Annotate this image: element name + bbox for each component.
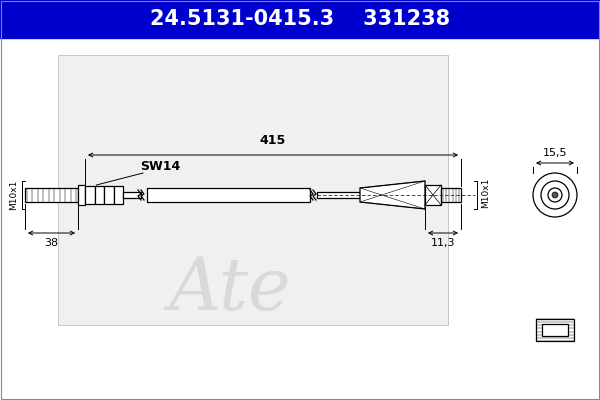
Bar [85, 186, 95, 204]
Bar [441, 188, 461, 202]
Bar [0, 0, 600, 38]
Text: 15,5: 15,5 [543, 148, 567, 158]
Text: SW14: SW14 [140, 160, 180, 174]
Bar [425, 185, 441, 205]
Text: M10x1: M10x1 [10, 180, 19, 210]
Text: Ate: Ate [169, 255, 292, 325]
Bar [25, 188, 78, 202]
Circle shape [548, 188, 562, 202]
Text: 38: 38 [44, 238, 59, 248]
Text: 24.5131-0415.3    331238: 24.5131-0415.3 331238 [150, 9, 450, 29]
Bar [536, 319, 574, 341]
Bar [95, 186, 104, 204]
Text: 415: 415 [260, 134, 286, 147]
Text: 11,3: 11,3 [431, 238, 455, 248]
Circle shape [533, 173, 577, 217]
Polygon shape [360, 181, 425, 209]
Bar [317, 192, 360, 198]
Bar [147, 188, 310, 202]
Bar [104, 186, 113, 204]
Bar [58, 55, 448, 325]
Text: M10x1: M10x1 [482, 178, 491, 208]
Bar [123, 192, 141, 198]
Circle shape [552, 192, 558, 198]
Bar [542, 324, 568, 336]
Bar [78, 185, 85, 205]
Bar [113, 186, 123, 204]
Circle shape [541, 181, 569, 209]
